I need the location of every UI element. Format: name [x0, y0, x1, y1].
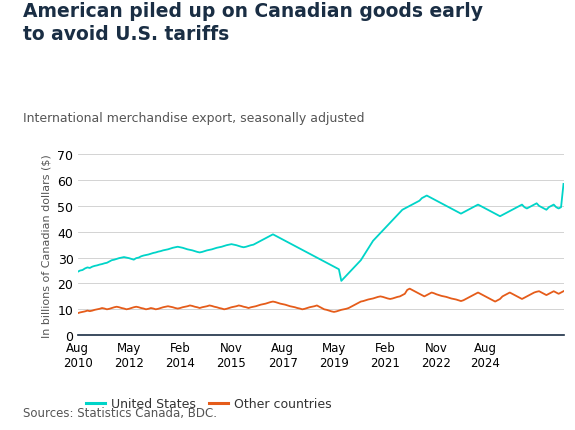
Text: Sources: Statistics Canada, BDC.: Sources: Statistics Canada, BDC.: [23, 406, 217, 419]
Text: International merchandise export, seasonally adjusted: International merchandise export, season…: [23, 112, 365, 125]
Y-axis label: In billions of Canadian dollars ($): In billions of Canadian dollars ($): [42, 154, 52, 337]
Legend: United States, Other countries: United States, Other countries: [82, 392, 336, 415]
Text: American piled up on Canadian goods early
to avoid U.S. tariffs: American piled up on Canadian goods earl…: [23, 2, 483, 44]
